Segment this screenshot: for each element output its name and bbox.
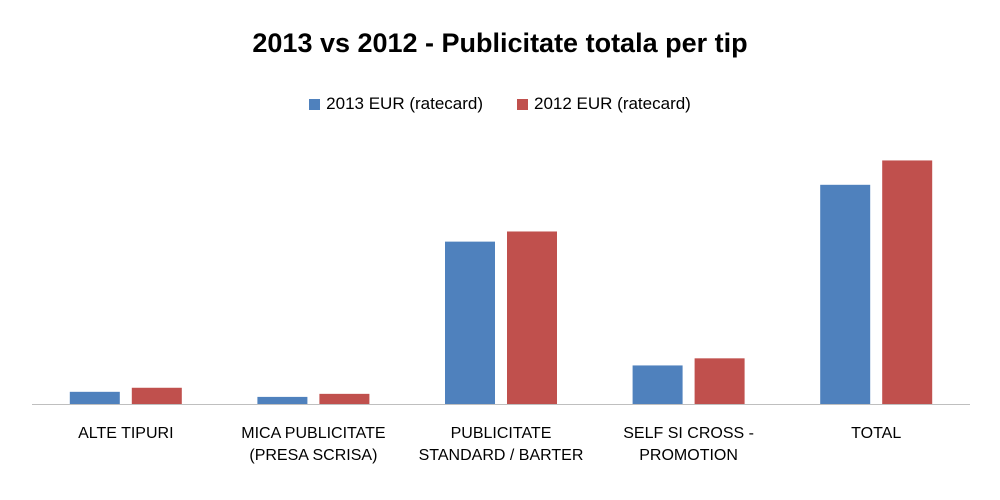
chart-title: 2013 vs 2012 - Publicitate totala per ti…	[252, 28, 748, 58]
legend-label-2012: 2012 EUR (ratecard)	[534, 94, 691, 113]
legend-item-2012: 2012 EUR (ratecard)	[517, 94, 691, 114]
x-tick-label-2: PUBLICITATE STANDARD / BARTER	[419, 425, 584, 464]
bar-2013-cat-2	[445, 241, 495, 404]
legend-swatch-2013	[309, 98, 321, 110]
legend: 2013 EUR (ratecard) 2012 EUR (ratecard)	[0, 94, 1000, 114]
x-tick-label-3: SELF SI CROSS -PROMOTION	[623, 425, 754, 464]
x-tick-label-0: ALTE TIPURI	[78, 425, 173, 442]
bar-2013-cat-4	[820, 184, 871, 404]
legend-label-2013: 2013 EUR (ratecard)	[326, 94, 483, 113]
bar-2012-cat-0	[131, 387, 182, 404]
legend-item-2013: 2013 EUR (ratecard)	[309, 94, 483, 114]
x-tick-label-4: TOTAL	[851, 425, 901, 442]
x-tick-label-1: MICA PUBLICITATE (PRESA SCRISA)	[241, 425, 385, 464]
bar-2012-cat-3	[694, 358, 745, 404]
bar-2013-cat-1	[257, 396, 308, 404]
bar-2013-cat-0	[69, 391, 120, 404]
bar-2012-cat-2	[507, 231, 557, 404]
bar-2012-cat-4	[882, 160, 933, 404]
legend-swatch-2012	[517, 98, 528, 110]
bar-2012-cat-1	[319, 393, 370, 404]
bar-2013-cat-3	[632, 365, 683, 404]
